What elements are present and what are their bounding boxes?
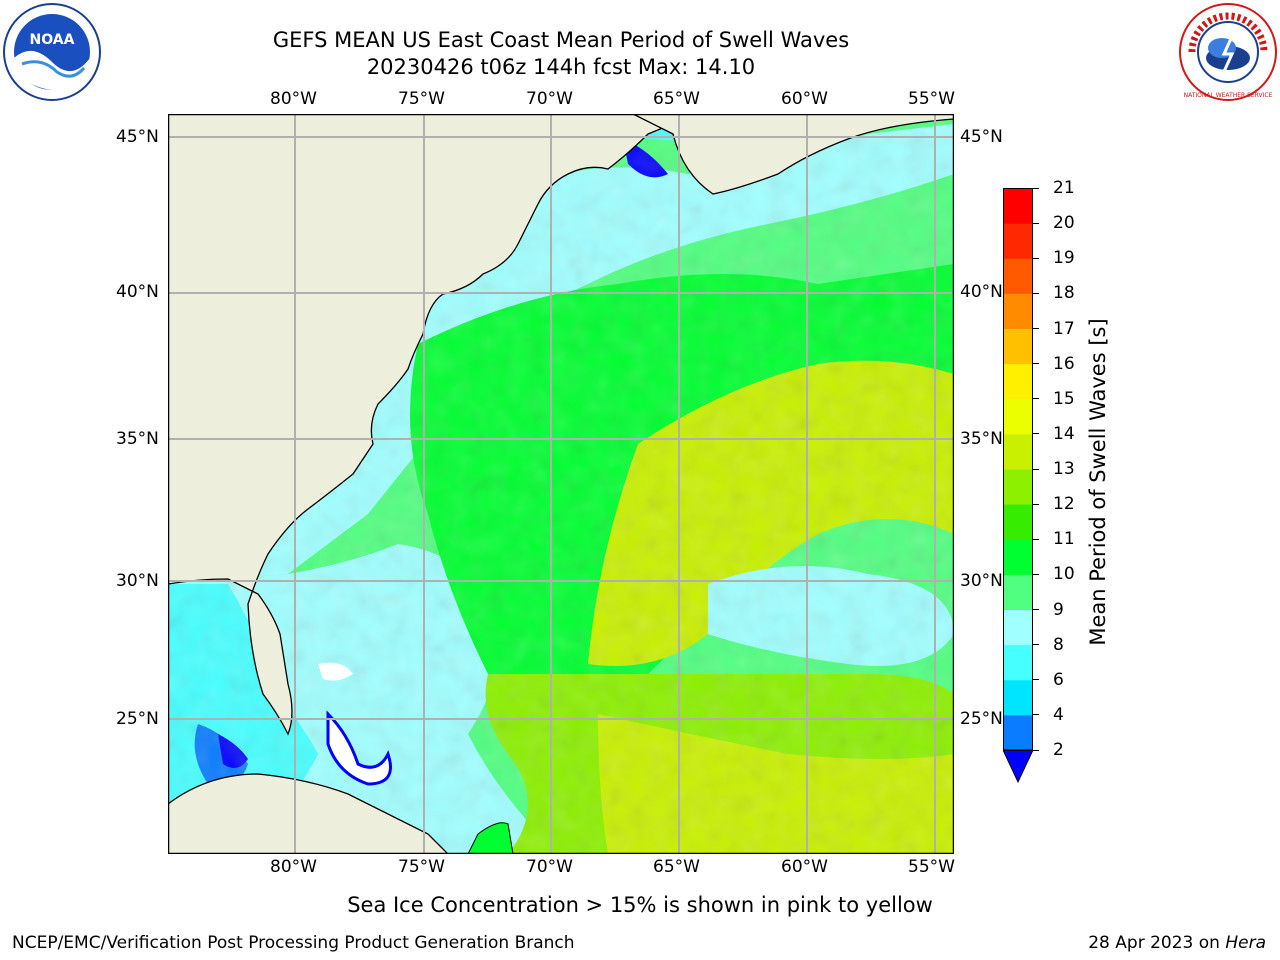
lat-label-left-25n: 25°N	[116, 709, 159, 729]
colorbar-tick-mark	[1033, 328, 1039, 329]
colorbar-segment	[1003, 574, 1033, 611]
colorbar-tick-mark	[1033, 679, 1039, 681]
colorbar-segment	[1003, 539, 1033, 575]
colorbar-tick-label: 21	[1053, 178, 1075, 198]
colorbar-tick-mark	[1033, 538, 1039, 540]
colorbar-segment	[1003, 223, 1033, 259]
colorbar-tick-mark	[1033, 292, 1039, 294]
map-border	[168, 114, 954, 854]
colorbar-tick-label: 14	[1053, 423, 1075, 444]
lon-label-top-80w: 80°W	[270, 89, 317, 109]
colorbar-segment	[1003, 398, 1033, 435]
nws-logo-icon: NATIONAL WEATHER SERVICE	[1179, 3, 1277, 101]
colorbar-tick-mark	[1033, 503, 1039, 505]
colorbar-tick-mark	[1033, 398, 1039, 400]
colorbar-tick-label: 2	[1053, 740, 1064, 760]
colorbar-segment	[1003, 433, 1033, 470]
noaa-logo-icon: NOAA	[3, 3, 101, 101]
colorbar-tick-mark	[1033, 363, 1039, 365]
colorbar-segment	[1003, 188, 1033, 224]
colorbar-segment	[1003, 328, 1033, 365]
lon-label-top-65w: 65°W	[653, 89, 700, 109]
colorbar-tick-label: 16	[1053, 353, 1075, 374]
lat-label-right-25n: 25°N	[960, 709, 1003, 729]
colorbar-tick-label: 12	[1053, 494, 1075, 515]
lat-label-left-40n: 40°N	[116, 282, 159, 302]
colorbar-underflow-triangle	[1003, 749, 1033, 784]
footer-host: Hera	[1225, 933, 1266, 953]
colorbar-tick-mark	[1033, 433, 1039, 435]
map-gridlines	[168, 114, 954, 854]
lon-label-bottom-55w: 55°W	[908, 857, 955, 877]
colorbar-tick-mark	[1033, 573, 1039, 575]
lon-label-top-55w: 55°W	[908, 89, 955, 109]
colorbar-tick-label: 6	[1053, 669, 1064, 690]
lat-label-right-30n: 30°N	[960, 571, 1003, 591]
land-little-bahama-bank	[318, 662, 353, 681]
colorbar-tick-mark	[1033, 468, 1039, 470]
lat-label-left-35n: 35°N	[116, 429, 159, 449]
colorbar-tick-label: 19	[1053, 248, 1075, 269]
land-nova-scotia	[632, 114, 954, 195]
map-panel	[168, 114, 954, 854]
chart-title-line-1: GEFS MEAN US East Coast Mean Period of S…	[272, 28, 850, 52]
colorbar-tick-mark	[1033, 222, 1039, 224]
lon-label-top-70w: 70°W	[526, 89, 573, 109]
footer-date-text: 28 Apr 2023 on	[1088, 933, 1226, 953]
colorbar-segment	[1003, 363, 1033, 400]
lon-label-bottom-80w: 80°W	[270, 857, 317, 877]
footer-date: 28 Apr 2023 on Hera	[1088, 933, 1266, 953]
colorbar-tick-label: 13	[1053, 459, 1075, 479]
colorbar-tick-label: 4	[1053, 704, 1064, 725]
colorbar-segment	[1003, 644, 1033, 681]
lon-label-bottom-65w: 65°W	[653, 857, 700, 877]
colorbar-tick-label: 15	[1053, 388, 1075, 409]
colorbar-tick-label: 11	[1053, 529, 1075, 550]
lon-label-bottom-60w: 60°W	[781, 857, 828, 877]
colorbar-segment	[1003, 293, 1033, 330]
colorbar-tick-label: 10	[1053, 564, 1075, 585]
colorbar-tick-label: 9	[1053, 599, 1064, 620]
colorbar-tick-label: 20	[1053, 213, 1075, 234]
colorbar-outline	[1003, 188, 1033, 751]
colorbar-segment	[1003, 469, 1033, 505]
sea-ice-caption: Sea Ice Concentration > 15% is shown in …	[347, 893, 933, 917]
colorbar-segment	[1003, 258, 1033, 294]
footer-credit: NCEP/EMC/Verification Post Processing Pr…	[12, 933, 575, 953]
nws-logo-text: NATIONAL WEATHER SERVICE	[1184, 92, 1273, 99]
noaa-logo-text: NOAA	[30, 32, 75, 48]
colorbar-tick-label: 18	[1053, 283, 1075, 304]
colorbar-tick-label: 8	[1053, 634, 1064, 655]
colorbar-tick-mark	[1033, 609, 1039, 610]
colorbar-tick-label: 17	[1053, 318, 1075, 339]
colorbar-tick-mark	[1033, 714, 1039, 716]
lon-label-top-60w: 60°W	[781, 89, 828, 109]
chart-title-line-2: 20230426 t06z 144h fcst Max: 14.10	[366, 55, 756, 79]
colorbar-tick-mark	[1033, 749, 1039, 751]
lat-label-right-40n: 40°N	[960, 282, 1003, 302]
colorbar	[1003, 188, 1033, 784]
colorbar-segment	[1003, 609, 1033, 646]
land-bahamas-banks	[326, 710, 392, 786]
colorbar-tick-mark	[1033, 257, 1039, 259]
land-hispaniola	[467, 822, 514, 854]
colorbar-segment	[1003, 504, 1033, 540]
colorbar-tick-mark	[1033, 644, 1039, 646]
lat-label-left-45n: 45°N	[116, 127, 159, 147]
lat-label-right-45n: 45°N	[960, 127, 1003, 147]
lat-label-left-30n: 30°N	[116, 571, 159, 591]
lon-label-bottom-70w: 70°W	[526, 857, 573, 877]
colorbar-segment	[1003, 679, 1033, 716]
land-cuba	[168, 773, 449, 854]
colorbar-tick-mark	[1033, 187, 1039, 189]
colorbar-segment	[1003, 714, 1033, 751]
lat-label-right-35n: 35°N	[960, 429, 1003, 449]
lon-label-bottom-75w: 75°W	[398, 857, 445, 877]
colorbar-title: Mean Period of Swell Waves [s]	[1086, 318, 1110, 646]
lon-label-top-75w: 75°W	[398, 89, 445, 109]
